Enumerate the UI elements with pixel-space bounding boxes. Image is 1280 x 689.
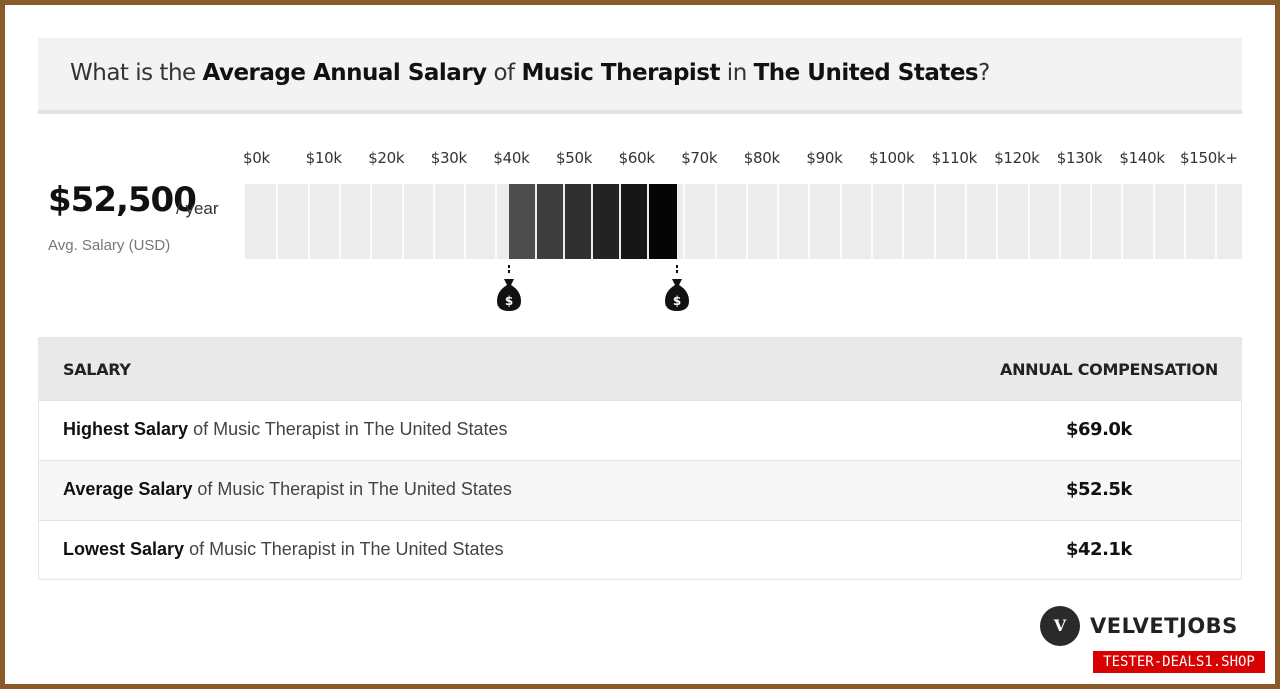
bar-grid-line [964,184,967,259]
bar-grid-line [777,184,780,259]
column-header-salary: SALARY [63,360,131,379]
bar-grid-line [871,184,873,259]
bar-grid-line [1152,184,1155,259]
axis-tick-label: $10k [305,149,342,167]
column-header-annual-compensation: ANNUAL COMPENSATION [1000,360,1218,379]
svg-text:$: $ [673,294,681,308]
axis-tick-label: $80k [743,149,780,167]
average-salary-label: Avg. Salary (USD) [48,237,171,254]
watermark-label: TESTER-DEALS1.SHOP [1093,651,1265,673]
bar-grid-line [1215,184,1218,259]
bar-grid-line [996,184,999,259]
axis-tick-label: $130k [1056,149,1103,167]
salary-table: SALARY ANNUAL COMPENSATION Highest Salar… [38,337,1242,580]
bar-grid-line [683,184,686,259]
bar-grid-line [839,184,842,259]
bar-grid-line [902,184,905,259]
average-salary-unit: / year [176,199,219,218]
bar-grid-line [714,184,717,259]
brand-badge-icon: V [1040,606,1080,646]
velvetjobs-logo[interactable]: V VELVETJOBS [1040,606,1245,646]
salary-range-bar [245,184,1242,259]
bar-grid-line [495,184,498,259]
bar-grid-line [276,184,279,259]
bar-grid-line [370,184,373,259]
table-header: SALARY ANNUAL COMPENSATION [39,338,1241,400]
row-description: Highest Salary of Music Therapist in The… [63,419,508,439]
row-value: $52.5k [1066,479,1132,500]
salary-range-segment [508,184,535,259]
bar-grid-line [1090,184,1093,259]
salary-range-segment [620,184,647,259]
salary-range-segment [536,184,563,259]
axis-tick-label: $50k [556,149,593,167]
question-title: What is the Average Annual Salary of Mus… [70,60,990,86]
axis-tick-label: $100k [869,149,915,167]
axis-tick-label: $70k [681,149,718,167]
brand-name: VELVETJOBS [1090,614,1238,638]
axis-tick-label: $30k [430,149,467,167]
bar-grid-line [1121,184,1124,259]
money-bag-icon-high: $ [662,265,692,315]
bar-grid-line [1058,184,1061,259]
axis-tick-label: $20k [368,149,405,167]
row-value: $69.0k [1066,419,1132,440]
axis-tick-label: $40k [493,149,530,167]
table-row: Lowest Salary of Music Therapist in The … [39,520,1241,580]
axis-tick-label: $60k [618,149,655,167]
table-row: Average Salary of Music Therapist in The… [39,460,1241,520]
bar-grid-line [933,184,936,259]
row-value: $42.1k [1066,539,1132,560]
row-description: Average Salary of Music Therapist in The… [63,479,512,499]
axis-tick-label: $110k [931,149,978,167]
question-header: What is the Average Annual Salary of Mus… [38,38,1242,114]
salary-range-segment [564,184,591,259]
bar-grid-line [1027,184,1030,259]
table-row: Highest Salary of Music Therapist in The… [39,400,1241,460]
axis-tick-label: $0k [243,149,270,167]
axis-tick-label: $90k [806,149,843,167]
axis-tick-label: $120k [994,149,1040,167]
bar-grid-line [432,184,435,259]
bar-grid-line [401,184,404,259]
salary-axis-ticks: $0k $10k $20k $30k $40k $50k $60k $70k $80k $90k $… [0,149,1280,171]
bar-grid-line [307,184,310,259]
money-bag-icon-low: $ [494,265,524,315]
axis-tick-label: $150k+ [1180,149,1238,167]
bar-grid-line [1184,184,1186,259]
svg-text:$: $ [504,294,512,308]
bar-grid-line [338,184,341,259]
bar-grid-line [464,184,467,259]
bar-grid-line [808,184,811,259]
row-description: Lowest Salary of Music Therapist in The … [63,539,504,559]
axis-tick-label: $140k [1119,149,1165,167]
salary-range-segment [648,184,677,259]
salary-range-segment [592,184,619,259]
average-salary-value: $52,500 [48,180,197,220]
bar-grid-line [745,184,748,259]
